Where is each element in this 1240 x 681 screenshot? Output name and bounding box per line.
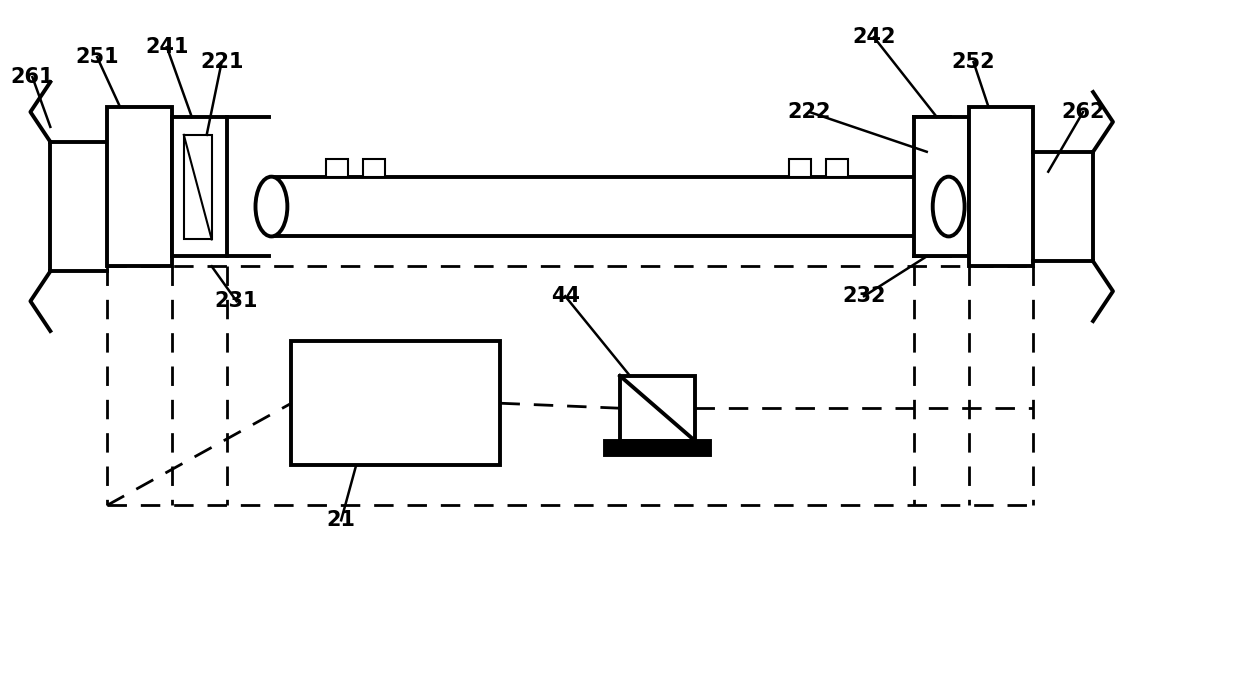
- Text: 221: 221: [200, 52, 243, 72]
- Bar: [291, 341, 501, 466]
- Bar: [107, 107, 172, 266]
- Bar: [790, 159, 811, 176]
- Text: 232: 232: [842, 286, 885, 306]
- Bar: [926, 135, 955, 240]
- Text: 222: 222: [787, 102, 831, 122]
- Bar: [184, 135, 212, 240]
- Ellipse shape: [932, 176, 965, 236]
- Bar: [620, 376, 694, 441]
- Bar: [968, 107, 1033, 266]
- Bar: [826, 159, 848, 176]
- Text: 262: 262: [1061, 102, 1105, 122]
- Text: 44: 44: [551, 286, 580, 306]
- Text: 251: 251: [76, 47, 119, 67]
- Text: 252: 252: [952, 52, 996, 72]
- Text: 21: 21: [326, 510, 356, 530]
- Text: 242: 242: [852, 27, 895, 47]
- Bar: [172, 117, 227, 256]
- Bar: [605, 441, 709, 454]
- Text: 261: 261: [11, 67, 55, 87]
- Ellipse shape: [255, 176, 288, 236]
- Text: 231: 231: [215, 291, 258, 311]
- Text: 241: 241: [145, 37, 188, 57]
- Bar: [326, 159, 348, 176]
- Bar: [914, 117, 968, 256]
- Bar: [363, 159, 384, 176]
